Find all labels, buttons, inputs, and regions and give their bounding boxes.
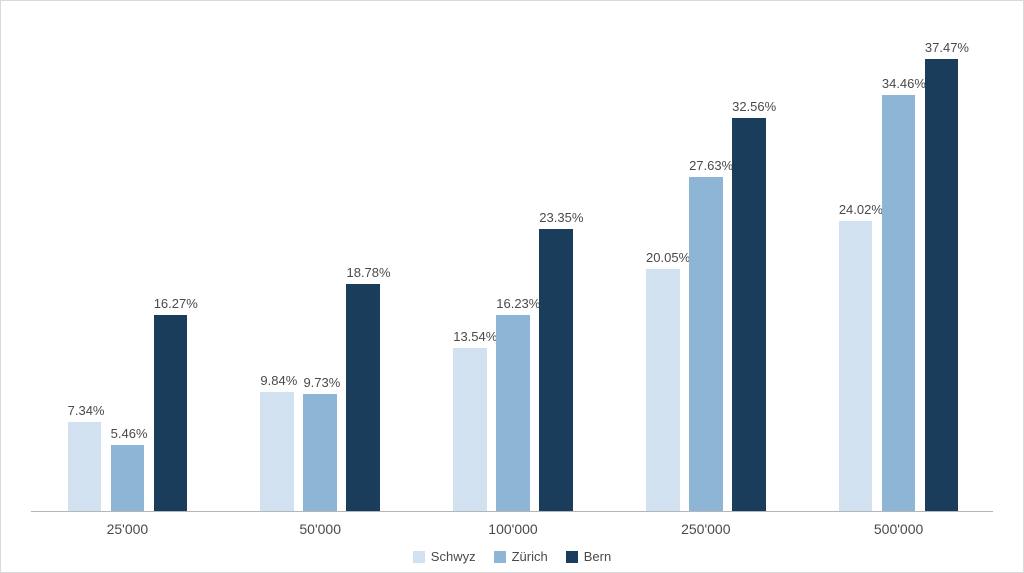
- x-axis-label: 500'000: [874, 521, 923, 537]
- bar-group: 7.34% 5.46% 16.27%: [68, 31, 188, 511]
- bar: 34.46%: [882, 95, 915, 511]
- bar: 23.35%: [539, 229, 572, 511]
- legend-item: Bern: [566, 549, 611, 564]
- legend-label: Zürich: [512, 549, 548, 564]
- legend-label: Schwyz: [431, 549, 476, 564]
- x-axis-label: 100'000: [488, 521, 537, 537]
- bar-group: 9.84% 9.73% 18.78%: [260, 31, 380, 511]
- legend-swatch: [566, 551, 578, 563]
- bar: 7.34%: [68, 422, 101, 511]
- bar-group: 13.54% 16.23% 23.35%: [453, 31, 573, 511]
- bar-value-label: 27.63%: [689, 158, 722, 173]
- bar-value-label: 16.27%: [154, 296, 187, 311]
- bar-value-label: 5.46%: [111, 426, 144, 441]
- bar-value-label: 23.35%: [539, 210, 572, 225]
- legend-label: Bern: [584, 549, 611, 564]
- bar: 24.02%: [839, 221, 872, 511]
- legend-swatch: [413, 551, 425, 563]
- bar: 18.78%: [346, 284, 379, 511]
- bar: 20.05%: [646, 269, 679, 511]
- bar-group: 24.02% 34.46% 37.47%: [839, 31, 959, 511]
- bar: 9.73%: [303, 394, 336, 511]
- legend-item: Zürich: [494, 549, 548, 564]
- plot-area: 7.34%5.46%16.27%25'0009.84%9.73%18.78%50…: [31, 31, 993, 512]
- legend-swatch: [494, 551, 506, 563]
- bar: 16.23%: [496, 315, 529, 511]
- legend-item: Schwyz: [413, 549, 476, 564]
- x-axis-label: 50'000: [299, 521, 341, 537]
- bar-value-label: 18.78%: [346, 265, 379, 280]
- bar-value-label: 13.54%: [453, 329, 486, 344]
- bar-value-label: 24.02%: [839, 202, 872, 217]
- bar: 37.47%: [925, 59, 958, 511]
- x-axis-label: 250'000: [681, 521, 730, 537]
- bar: 16.27%: [154, 315, 187, 511]
- bar-value-label: 37.47%: [925, 40, 958, 55]
- bar-value-label: 9.73%: [303, 375, 336, 390]
- bar: 27.63%: [689, 177, 722, 511]
- bar-value-label: 20.05%: [646, 250, 679, 265]
- bar-value-label: 16.23%: [496, 296, 529, 311]
- legend: Schwyz Zürich Bern: [1, 549, 1023, 564]
- chart-frame: 7.34% 5.46% 16.27% 25'000 9.84% 9.73% 18.78% 50…: [0, 0, 1024, 573]
- bar-value-label: 32.56%: [732, 99, 765, 114]
- bar-value-label: 7.34%: [68, 403, 101, 418]
- x-axis-label: 25'000: [107, 521, 149, 537]
- bar-value-label: 34.46%: [882, 76, 915, 91]
- bar: 9.84%: [260, 392, 293, 511]
- bar: 32.56%: [732, 118, 765, 511]
- bar: 13.54%: [453, 348, 486, 511]
- bar-value-label: 9.84%: [260, 373, 293, 388]
- bar-group: 20.05% 27.63% 32.56%: [646, 31, 766, 511]
- bar: 5.46%: [111, 445, 144, 511]
